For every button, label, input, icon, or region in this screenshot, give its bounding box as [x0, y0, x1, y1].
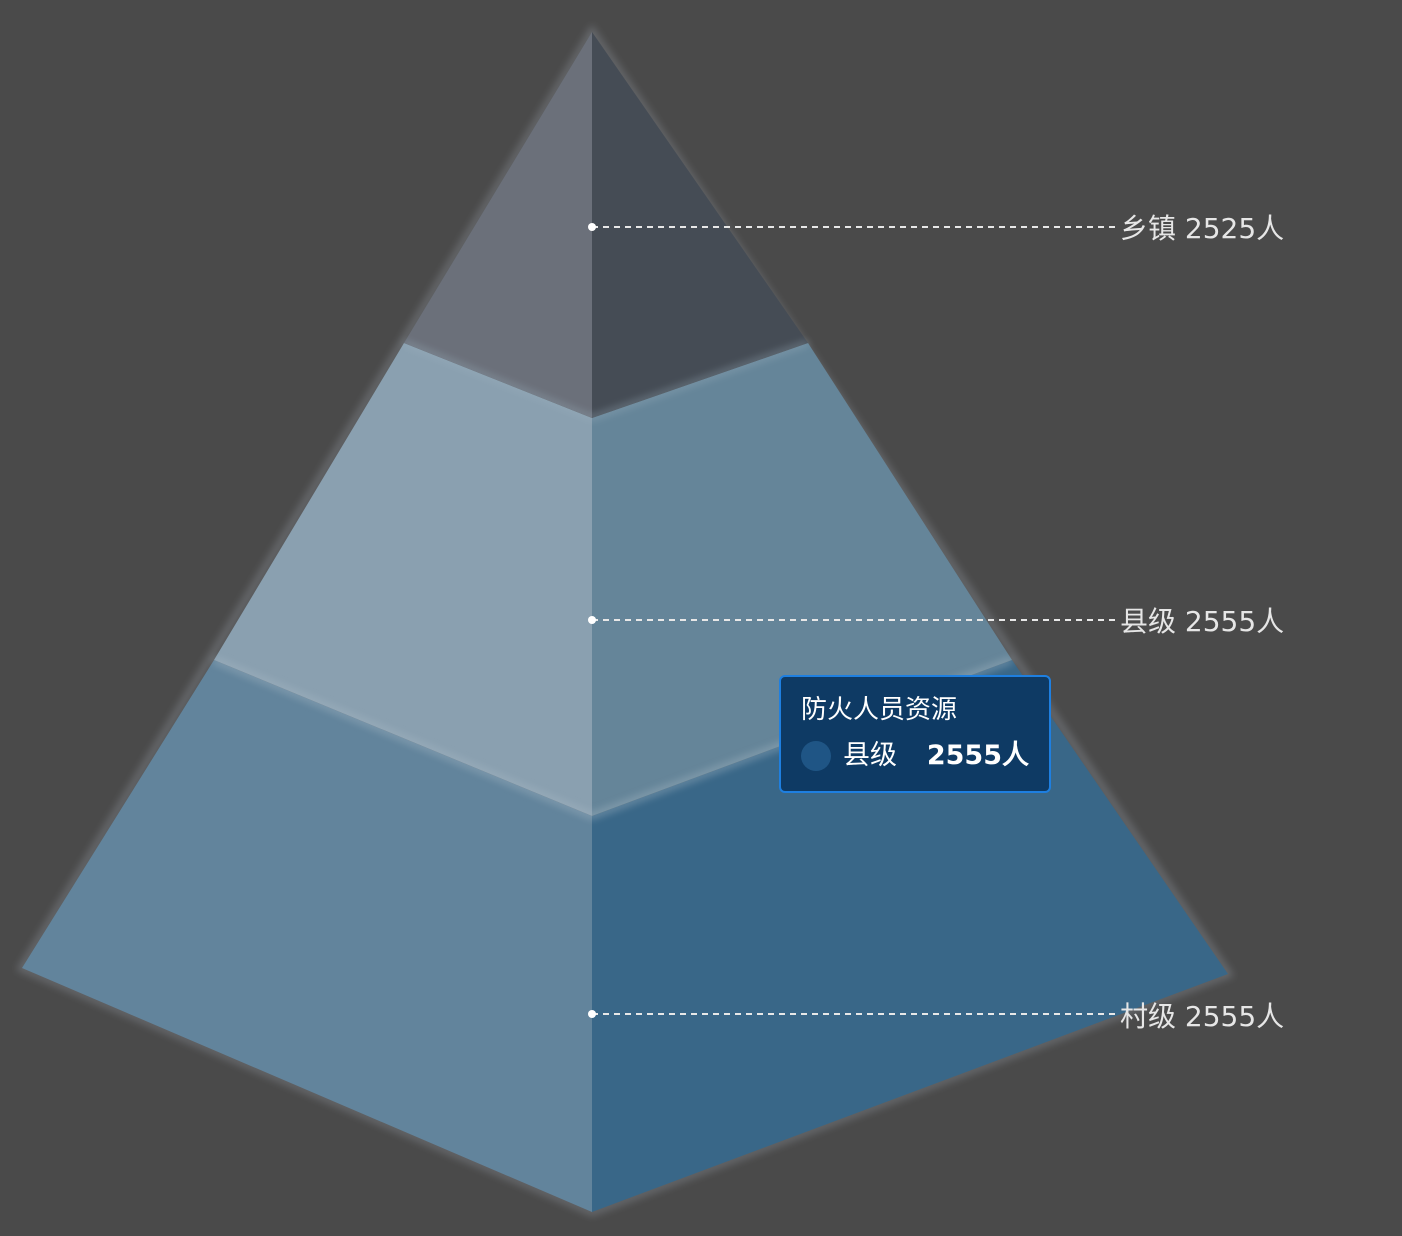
seam-top: [403, 340, 809, 421]
leader-dot-cunji: [588, 1010, 596, 1018]
pyramid-layer-cunji-left-face[interactable]: [22, 660, 592, 1212]
tooltip-category: 县级: [843, 740, 897, 771]
chart-tooltip: 防火人员资源 县级 2555人: [779, 675, 1051, 793]
tooltip-title: 防火人员资源: [801, 695, 958, 725]
pyramid-layer-xiangzhen-left-face[interactable]: [404, 32, 592, 418]
tooltip-row: 县级 2555人: [801, 739, 1029, 773]
leader-dot-xianji: [588, 616, 596, 624]
leader-dot-xiangzhen: [588, 223, 596, 231]
tooltip-series-marker: [801, 741, 831, 771]
pyramid-layer-cunji-right-face[interactable]: [592, 660, 1228, 1212]
label-xianji: 县级 2555人: [1120, 605, 1284, 638]
pyramid-layer-xiangzhen-right-face[interactable]: [592, 32, 808, 418]
label-xiangzhen: 乡镇 2525人: [1120, 212, 1284, 245]
tooltip-value: 2555人: [926, 740, 1029, 771]
label-cunji: 村级 2555人: [1120, 1000, 1284, 1033]
